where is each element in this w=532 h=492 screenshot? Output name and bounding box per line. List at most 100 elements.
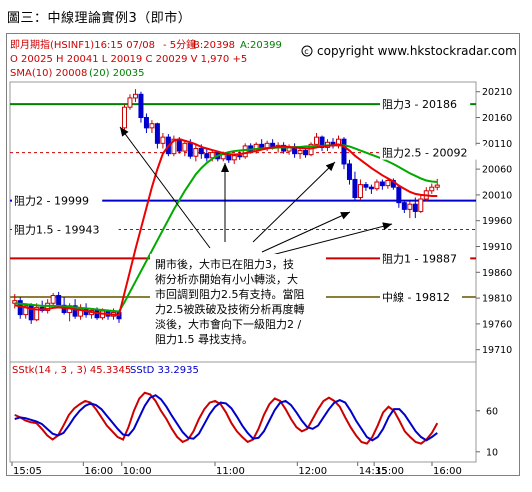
stochastic-lines — [14, 391, 439, 445]
candle-body — [160, 136, 166, 144]
candle-body — [127, 97, 133, 108]
candle-body — [149, 123, 155, 129]
candle-body — [363, 184, 369, 188]
y-tick-label: 19860 — [482, 268, 512, 279]
level-label-bg — [380, 290, 462, 305]
arrow-head — [340, 212, 350, 220]
y-tick-label: 20110 — [482, 139, 512, 150]
candle-body — [204, 153, 210, 159]
level-label-bg — [12, 222, 119, 237]
level-label-bg — [380, 145, 487, 160]
level-label: 阻力1.5 - 19943 — [14, 223, 99, 236]
candle-body — [237, 155, 243, 158]
candle-body — [308, 143, 314, 156]
arrow-line — [252, 161, 336, 243]
arrow-head — [382, 222, 392, 231]
y-tick-label: 19910 — [482, 242, 512, 253]
moving-averages — [14, 138, 438, 317]
level-label: 阻力1 - 19887 — [382, 252, 457, 265]
candle-body — [56, 295, 62, 306]
y-tick-label: 19710 — [482, 345, 512, 356]
candle-body — [23, 305, 29, 316]
y-tick-label: 20210 — [482, 87, 512, 98]
candle-body — [319, 136, 325, 148]
candle-body — [314, 136, 320, 145]
callout-line: 開市後，大市已在阻力3，技 — [155, 257, 294, 271]
arrow-head — [120, 127, 129, 137]
callout-line: 力2.5被跌破及技術分析再度轉 — [155, 302, 305, 316]
x-tick-label: 11:00 — [216, 466, 245, 477]
candle-body — [368, 186, 374, 190]
y-tick-label: 20160 — [482, 113, 512, 124]
b-value: B:20398 — [193, 40, 235, 51]
callout-line: 術分析亦開始有小小轉淡，大 — [155, 272, 298, 286]
candle-body — [434, 184, 440, 188]
candle-body — [352, 178, 358, 198]
callout-bg — [150, 254, 326, 346]
candle-body — [198, 147, 204, 155]
level-labels: 阻力3 - 20186 阻力2.5 - 20092 阻力2 - 19999 阻力1.5… — [12, 97, 487, 305]
level-label: 阻力3 - 20186 — [382, 98, 457, 111]
arrow-head — [325, 162, 335, 172]
sma10-label: SMA(10) 20008 — [10, 68, 87, 79]
x-tick-label: 16:00 — [84, 466, 113, 477]
page-title: 圖三：中線理論實例3（即市） — [7, 11, 192, 26]
a-value: A:20399 — [240, 40, 282, 51]
x-tick-label: 10:00 — [123, 466, 152, 477]
candle-body — [220, 154, 226, 160]
candle-body — [297, 150, 303, 155]
price-y-axis: 20210 20160 20110 20060 20010 19960 19910 19860… — [476, 87, 512, 356]
callout-box: 開市後，大市已在阻力3，技術分析亦開始有小小轉淡，大市回調到阻力2.5有支持。當… — [150, 254, 326, 346]
stoch-y-tick-label: 60 — [486, 406, 498, 417]
copyright: c copyright www.hkstockradar.com — [301, 44, 517, 58]
candle-body — [418, 198, 424, 212]
stoch-k-label: SStk(14 , 3 , 3) 45.3345 — [12, 365, 131, 376]
candle-body — [379, 181, 385, 187]
candle-body — [138, 93, 144, 119]
candle-body — [143, 117, 149, 129]
candle-body — [412, 203, 418, 212]
stoch-d-label: SStD 33.2935 — [130, 365, 199, 376]
candle-body — [154, 123, 160, 144]
y-tick-label: 19810 — [482, 294, 512, 305]
candle-body — [242, 145, 248, 158]
y-tick-label: 19760 — [482, 319, 512, 330]
candle-body — [72, 305, 78, 317]
x-tick-label: 14:35 — [359, 466, 388, 477]
candle-body — [357, 184, 363, 198]
candle-body — [12, 300, 18, 304]
candle-body — [28, 305, 34, 321]
level-label: 中線 - 19812 — [382, 290, 450, 304]
arrow-line — [261, 211, 351, 253]
candle-body — [231, 155, 237, 161]
level-label: 阻力2 - 19999 — [14, 195, 89, 208]
stoch-d-line — [14, 394, 438, 442]
arrow-line — [119, 126, 211, 249]
callout-line: 阻力1.5 尋找支持。 — [155, 332, 253, 346]
stoch-panel — [9, 361, 477, 463]
candle-body — [182, 142, 188, 152]
candle-body — [401, 202, 407, 210]
callout-line: 市回調到阻力2.5有支持。當阻 — [155, 287, 305, 301]
stoch-y-axis: 60 10 — [476, 406, 498, 458]
candle-body — [407, 203, 413, 210]
candle-body — [50, 295, 56, 304]
candle-body — [346, 163, 352, 180]
sma20-label: (20) 20035 — [89, 68, 145, 79]
y-tick-label: 19960 — [482, 216, 512, 227]
candle-body — [34, 306, 40, 321]
level-label-bg — [380, 97, 471, 112]
x-tick-label: 15:05 — [13, 466, 42, 477]
y-tick-label: 20010 — [482, 190, 512, 201]
ohlc-line: O 20025 H 20041 L 20019 C 20029 V 1,970 … — [10, 54, 247, 65]
candle-body — [374, 181, 380, 190]
candle-body — [396, 186, 402, 204]
candle-body — [226, 154, 232, 161]
x-tick-label: 15:00 — [375, 466, 404, 477]
candle-body — [429, 186, 435, 192]
candle-body — [132, 93, 138, 99]
arrow-head — [221, 163, 229, 172]
y-tick-label: 20060 — [482, 165, 512, 176]
